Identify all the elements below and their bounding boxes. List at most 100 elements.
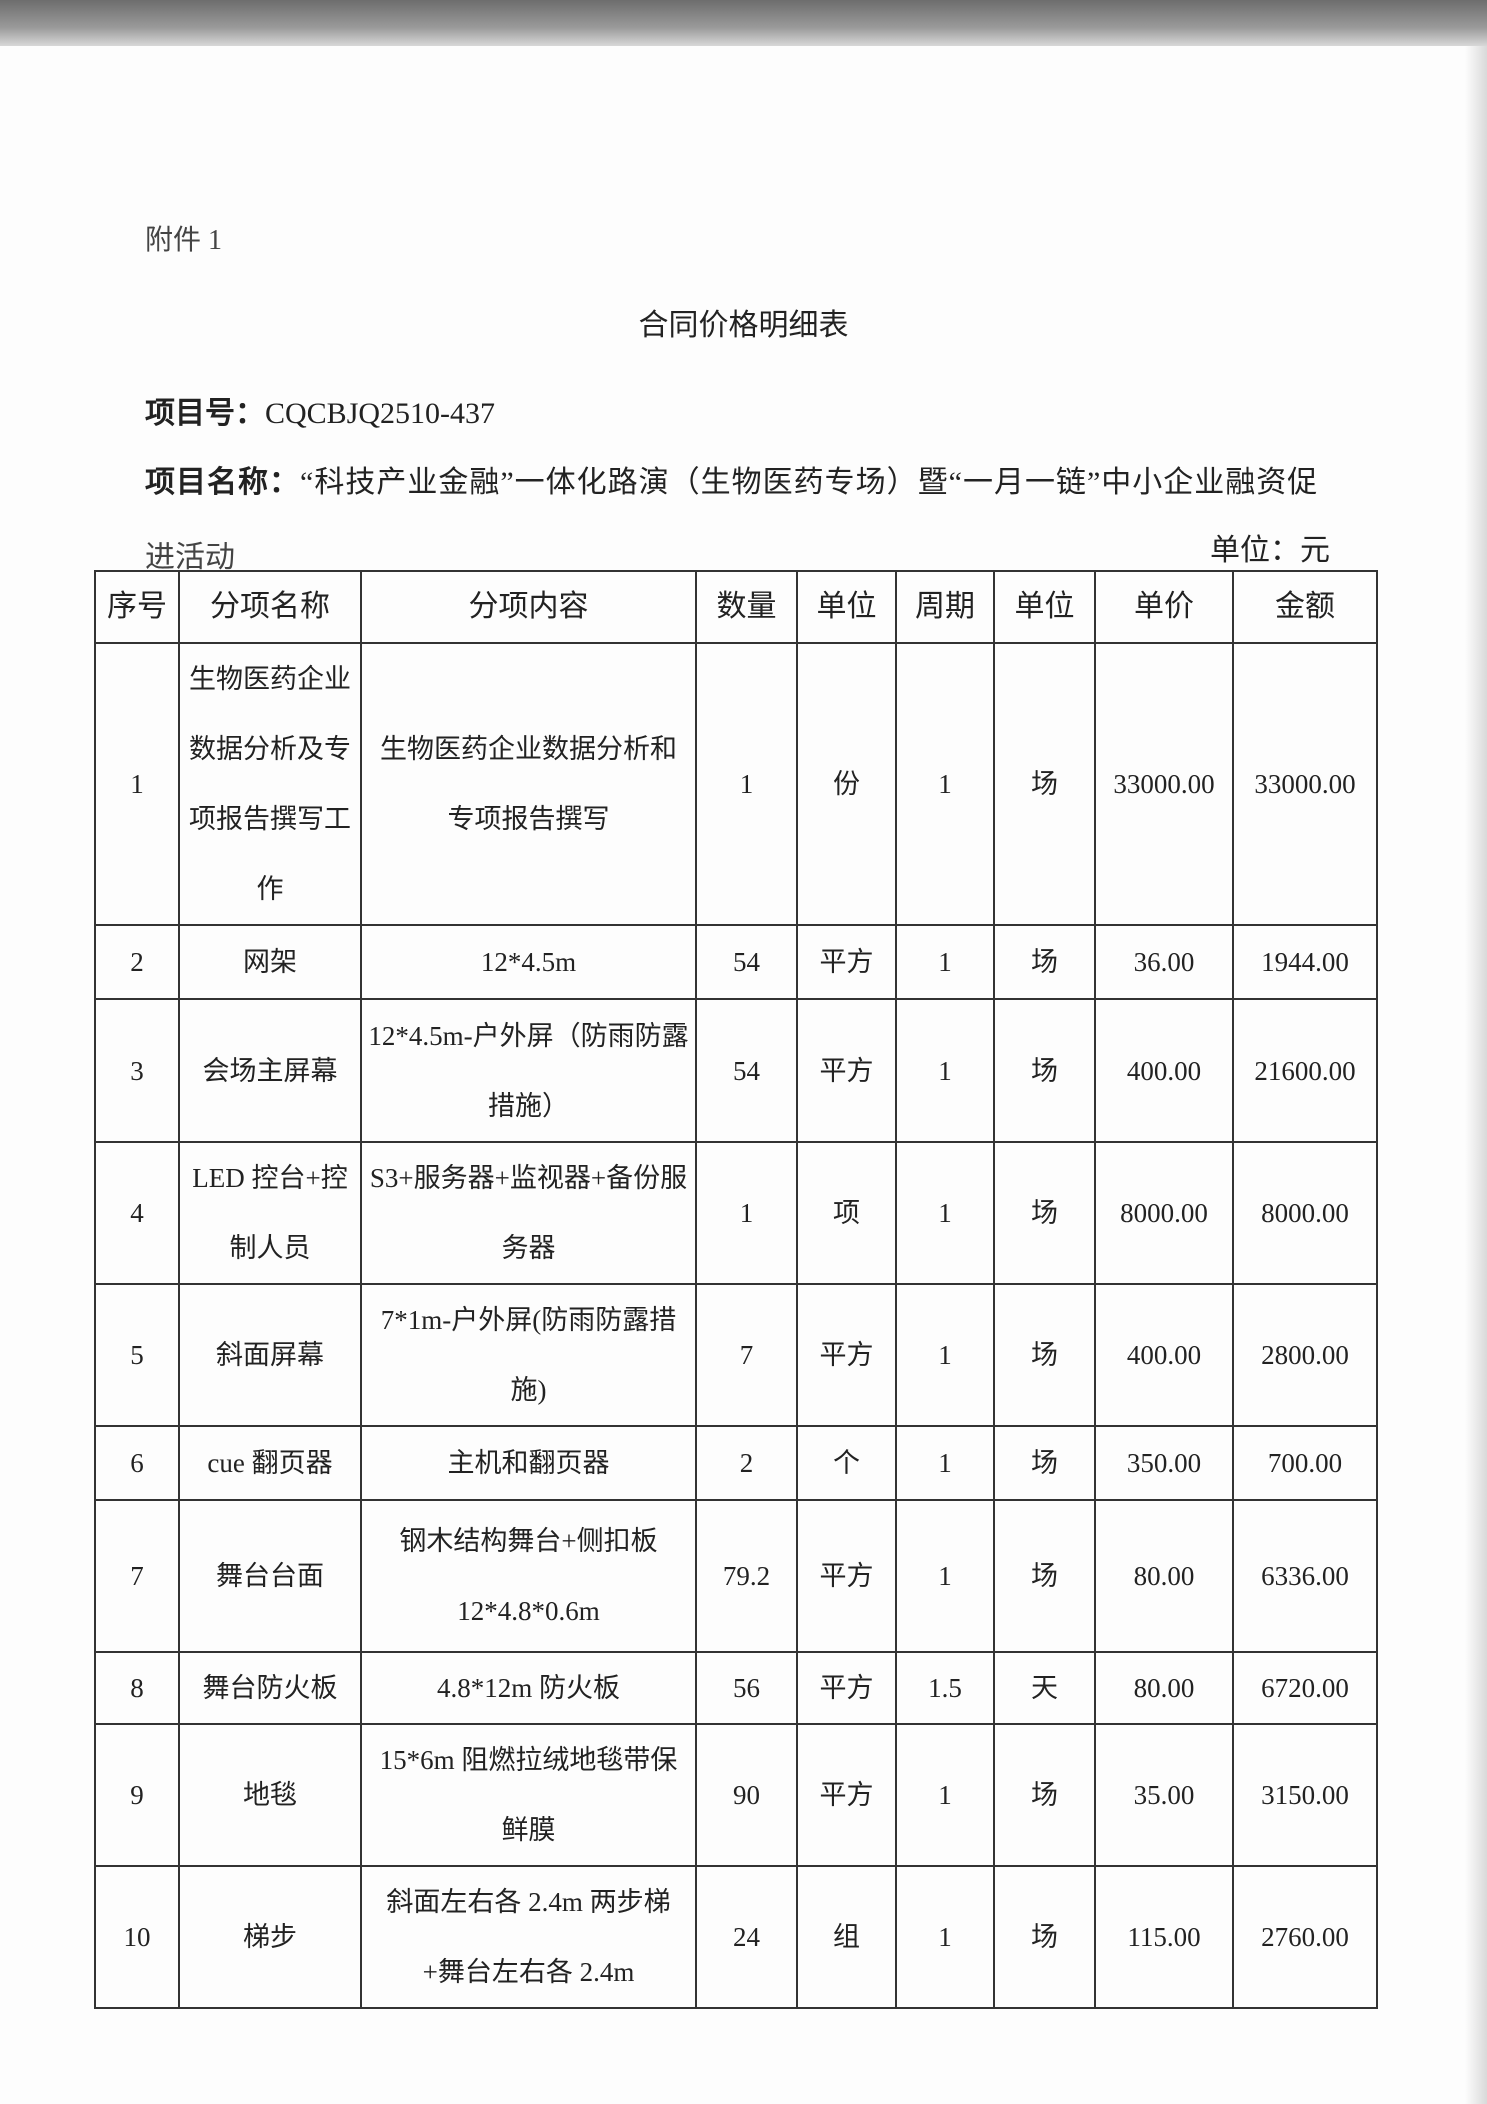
cell-col-period-unit: 场 bbox=[993, 1723, 1096, 1867]
cell-col-item-name: cue 翻页器 bbox=[178, 1425, 362, 1501]
header-col-index: 序号 bbox=[94, 570, 180, 644]
cell-col-period: 1 bbox=[895, 1141, 995, 1285]
cell-col-amount: 6336.00 bbox=[1232, 1499, 1378, 1653]
cell-col-item-content: 4.8*12m 防火板 bbox=[360, 1651, 697, 1725]
cell-col-period-unit: 场 bbox=[993, 1283, 1096, 1427]
cell-col-index: 7 bbox=[94, 1499, 180, 1653]
cell-col-period-unit: 场 bbox=[993, 642, 1096, 926]
cell-col-index: 4 bbox=[94, 1141, 180, 1285]
cell-col-unit: 组 bbox=[796, 1865, 897, 2009]
header-col-item-content: 分项内容 bbox=[360, 570, 697, 644]
cell-col-unit-price: 80.00 bbox=[1094, 1499, 1234, 1653]
project-number-value: CQCBJQ2510-437 bbox=[265, 397, 496, 430]
cell-col-index: 8 bbox=[94, 1651, 180, 1725]
cell-col-unit-price: 8000.00 bbox=[1094, 1141, 1234, 1285]
cell-col-quantity: 2 bbox=[695, 1425, 798, 1501]
cell-col-item-name: 舞台防火板 bbox=[178, 1651, 362, 1725]
cell-col-period: 1 bbox=[895, 1425, 995, 1501]
project-name-value: “科技产业金融”一体化路演（生物医药专场）暨“一月一链”中小企业融资促 bbox=[300, 466, 1319, 499]
project-number: 项目号：CQCBJQ2510-437 bbox=[145, 388, 495, 432]
cell-col-unit-price: 80.00 bbox=[1094, 1651, 1234, 1725]
cell-col-index: 3 bbox=[94, 998, 180, 1143]
cell-col-index: 1 bbox=[94, 642, 180, 926]
cell-col-amount: 8000.00 bbox=[1232, 1141, 1378, 1285]
cell-col-item-name: 地毯 bbox=[178, 1723, 362, 1867]
cell-col-period: 1 bbox=[895, 1865, 995, 2009]
cell-col-period: 1 bbox=[895, 998, 995, 1143]
cell-col-period: 1 bbox=[895, 924, 995, 1000]
cell-col-quantity: 24 bbox=[695, 1865, 798, 2009]
cell-col-item-name: 梯步 bbox=[178, 1865, 362, 2009]
cell-col-unit-price: 115.00 bbox=[1094, 1865, 1234, 2009]
table-row: 1 生物医药企业数据分析及专项报告撰写工作 生物医药企业数据分析和专项报告撰写 1 份 1… bbox=[94, 642, 1378, 926]
cell-col-unit-price: 35.00 bbox=[1094, 1723, 1234, 1867]
scan-top-band bbox=[0, 0, 1487, 46]
header-col-unit: 单位 bbox=[796, 570, 897, 644]
cell-col-index: 6 bbox=[94, 1425, 180, 1501]
header-col-item-name: 分项名称 bbox=[178, 570, 362, 644]
cell-col-amount: 1944.00 bbox=[1232, 924, 1378, 1000]
cell-col-quantity: 54 bbox=[695, 998, 798, 1143]
cell-col-unit: 个 bbox=[796, 1425, 897, 1501]
header-col-period: 周期 bbox=[895, 570, 995, 644]
cell-col-unit: 项 bbox=[796, 1141, 897, 1285]
table-header-row: 序号 分项名称 分项内容 数量 单位 周期 单位 单价 金额 bbox=[94, 570, 1378, 644]
cell-col-item-content: 生物医药企业数据分析和专项报告撰写 bbox=[360, 642, 697, 926]
cell-col-item-name: 舞台台面 bbox=[178, 1499, 362, 1653]
cell-col-quantity: 90 bbox=[695, 1723, 798, 1867]
cell-col-item-content: 钢木结构舞台+侧扣板 12*4.8*0.6m bbox=[360, 1499, 697, 1653]
cell-col-amount: 2800.00 bbox=[1232, 1283, 1378, 1427]
cell-col-period-unit: 天 bbox=[993, 1651, 1096, 1725]
header-col-quantity: 数量 bbox=[695, 570, 798, 644]
cell-col-unit-price: 350.00 bbox=[1094, 1425, 1234, 1501]
table-row: 9 地毯 15*6m 阻燃拉绒地毯带保鲜膜 90 平方 1 场 35.00 3150.00 bbox=[94, 1723, 1378, 1867]
cell-col-item-name: 会场主屏幕 bbox=[178, 998, 362, 1143]
cell-col-unit-price: 36.00 bbox=[1094, 924, 1234, 1000]
cell-col-item-content: S3+服务器+监视器+备份服务器 bbox=[360, 1141, 697, 1285]
cell-col-unit: 平方 bbox=[796, 1723, 897, 1867]
cell-col-unit: 平方 bbox=[796, 998, 897, 1143]
project-name: 项目名称：“科技产业金融”一体化路演（生物医药专场）暨“一月一链”中小企业融资促 bbox=[145, 457, 1318, 501]
cell-col-unit-price: 400.00 bbox=[1094, 1283, 1234, 1427]
document-title: 合同价格明细表 bbox=[638, 309, 849, 342]
cell-col-index: 5 bbox=[94, 1283, 180, 1427]
table-row: 6 cue 翻页器 主机和翻页器 2 个 1 场 350.00 700.00 bbox=[94, 1425, 1378, 1501]
cell-col-amount: 700.00 bbox=[1232, 1425, 1378, 1501]
cell-col-period: 1.5 bbox=[895, 1651, 995, 1725]
cell-col-period-unit: 场 bbox=[993, 998, 1096, 1143]
unit-note: 单位：元 bbox=[1210, 534, 1330, 567]
cell-col-quantity: 1 bbox=[695, 642, 798, 926]
cell-col-amount: 33000.00 bbox=[1232, 642, 1378, 926]
price-detail-table: 序号 分项名称 分项内容 数量 单位 周期 单位 单价 金额 1 生物医药企业数据分析及专项报告撰… bbox=[94, 570, 1378, 2009]
cell-col-unit: 份 bbox=[796, 642, 897, 926]
cell-col-amount: 2760.00 bbox=[1232, 1865, 1378, 2009]
cell-col-quantity: 1 bbox=[695, 1141, 798, 1285]
cell-col-period-unit: 场 bbox=[993, 1865, 1096, 2009]
table-row: 7 舞台台面 钢木结构舞台+侧扣板 12*4.8*0.6m 79.2 平方 1 场 80.00… bbox=[94, 1499, 1378, 1653]
header-col-period-unit: 单位 bbox=[993, 570, 1096, 644]
cell-col-quantity: 79.2 bbox=[695, 1499, 798, 1653]
cell-col-period: 1 bbox=[895, 1283, 995, 1427]
cell-col-amount: 6720.00 bbox=[1232, 1651, 1378, 1725]
cell-col-period-unit: 场 bbox=[993, 924, 1096, 1000]
project-name-label: 项目名称： bbox=[145, 466, 300, 499]
cell-col-item-content: 7*1m-户外屏(防雨防露措施) bbox=[360, 1283, 697, 1427]
cell-col-unit: 平方 bbox=[796, 924, 897, 1000]
table-row: 2 网架 12*4.5m 54 平方 1 场 36.00 1944.00 bbox=[94, 924, 1378, 1000]
cell-col-index: 10 bbox=[94, 1865, 180, 2009]
cell-col-item-content: 主机和翻页器 bbox=[360, 1425, 697, 1501]
table-row: 4 LED 控台+控制人员 S3+服务器+监视器+备份服务器 1 项 1 场 8000.00 8… bbox=[94, 1141, 1378, 1285]
cell-col-unit: 平方 bbox=[796, 1283, 897, 1427]
cell-col-item-content: 15*6m 阻燃拉绒地毯带保鲜膜 bbox=[360, 1723, 697, 1867]
cell-col-amount: 3150.00 bbox=[1232, 1723, 1378, 1867]
table-row: 8 舞台防火板 4.8*12m 防火板 56 平方 1.5 天 80.00 6720.00 bbox=[94, 1651, 1378, 1725]
cell-col-quantity: 54 bbox=[695, 924, 798, 1000]
cell-col-item-name: 斜面屏幕 bbox=[178, 1283, 362, 1427]
cell-col-quantity: 7 bbox=[695, 1283, 798, 1427]
header-col-unit-price: 单价 bbox=[1094, 570, 1234, 644]
cell-col-period: 1 bbox=[895, 1499, 995, 1653]
cell-col-item-name: 网架 bbox=[178, 924, 362, 1000]
cell-col-quantity: 56 bbox=[695, 1651, 798, 1725]
cell-col-amount: 21600.00 bbox=[1232, 998, 1378, 1143]
cell-col-item-name: LED 控台+控制人员 bbox=[178, 1141, 362, 1285]
